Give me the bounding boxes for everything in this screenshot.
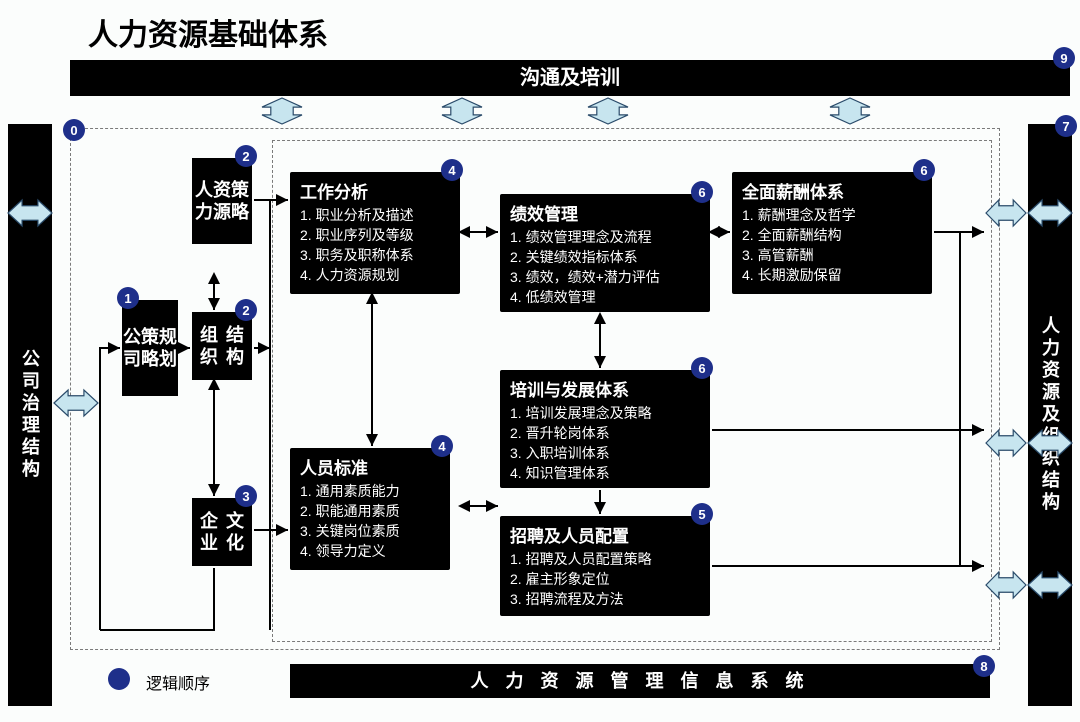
node-compensation: 全面薪酬体系1. 薪酬理念及哲学2. 全面薪酬结构3. 高管薪酬4. 长期激励保…	[732, 172, 932, 294]
box-item: 2. 关键绩效指标体系	[510, 247, 700, 267]
badge-plan: 1	[117, 287, 139, 309]
badge-job: 4	[441, 159, 463, 181]
box-item: 3. 职务及职称体系	[300, 245, 450, 265]
bottom-bar-label: 人 力 资 源 管 理 信 息 系 统	[470, 671, 809, 691]
box-title: 培训与发展体系	[510, 376, 700, 401]
box-item: 4. 领导力定义	[300, 541, 440, 561]
badge-train: 6	[691, 357, 713, 379]
left-bar: 公司治理结构	[8, 124, 52, 706]
box-item: 1. 绩效管理理念及流程	[510, 227, 700, 247]
badge-org: 2	[235, 299, 257, 321]
box-item: 3. 高管薪酬	[742, 245, 922, 265]
right-bar: 人力资源及组织结构	[1028, 124, 1072, 706]
badge-comp: 6	[913, 159, 935, 181]
badge-outer-8: 8	[973, 655, 995, 677]
node-performance: 绩效管理1. 绩效管理理念及流程2. 关键绩效指标体系3. 绩效，绩效+潜力评估…	[500, 194, 710, 312]
badge-outer-7: 7	[1055, 115, 1077, 137]
node-org-structure: 组织结构	[192, 312, 252, 380]
box-title: 招聘及人员配置	[510, 522, 700, 547]
box-item: 1. 薪酬理念及哲学	[742, 205, 922, 225]
box-item: 2. 全面薪酬结构	[742, 225, 922, 245]
box-item: 2. 晋升轮岗体系	[510, 423, 700, 443]
node-recruiting: 招聘及人员配置1. 招聘及人员配置策略2. 雇主形象定位3. 招聘流程及方法	[500, 516, 710, 616]
box-title: 人员标准	[300, 454, 440, 479]
badge-outer-9: 9	[1053, 47, 1075, 69]
box-item: 2. 职业序列及等级	[300, 225, 450, 245]
box-item: 2. 雇主形象定位	[510, 569, 700, 589]
box-title: 全面薪酬体系	[742, 178, 922, 203]
badge-std: 4	[431, 435, 453, 457]
badge-culture: 3	[235, 485, 257, 507]
badge-perf: 6	[691, 181, 713, 203]
legend-label: 逻辑顺序	[146, 670, 210, 694]
box-item: 4. 人力资源规划	[300, 265, 450, 285]
box-item: 3. 绩效，绩效+潜力评估	[510, 267, 700, 287]
box-item: 1. 培训发展理念及策略	[510, 403, 700, 423]
node-corp-culture: 企业文化	[192, 498, 252, 566]
box-item: 4. 长期激励保留	[742, 265, 922, 285]
box-item: 1. 通用素质能力	[300, 481, 440, 501]
box-item: 4. 知识管理体系	[510, 463, 700, 483]
node-hr-strategy: 人力资源策略	[192, 158, 252, 244]
page-title: 人力资源基础体系	[88, 10, 328, 54]
node-training: 培训与发展体系1. 培训发展理念及策略2. 晋升轮岗体系3. 入职培训体系4. …	[500, 370, 710, 488]
badge-outer-0: 0	[63, 119, 85, 141]
box-item: 3. 招聘流程及方法	[510, 589, 700, 609]
left-bar-label: 公司治理结构	[17, 349, 43, 481]
node-job-analysis: 工作分析1. 职业分析及描述2. 职业序列及等级3. 职务及职称体系4. 人力资…	[290, 172, 460, 294]
box-item: 4. 低绩效管理	[510, 287, 700, 307]
badge-hrstrat: 2	[235, 145, 257, 167]
node-people-standard: 人员标准1. 通用素质能力2. 职能通用素质3. 关键岗位素质4. 领导力定义	[290, 448, 450, 570]
top-bar: 沟通及培训	[70, 60, 1070, 96]
box-item: 3. 入职培训体系	[510, 443, 700, 463]
right-bar-label: 人力资源及组织结构	[1037, 316, 1063, 514]
box-item: 1. 招聘及人员配置策略	[510, 549, 700, 569]
box-item: 3. 关键岗位素质	[300, 521, 440, 541]
box-title: 绩效管理	[510, 200, 700, 225]
box-item: 1. 职业分析及描述	[300, 205, 450, 225]
box-title: 工作分析	[300, 178, 450, 203]
node-company-plan: 公司策略规划	[122, 300, 178, 396]
legend-dot-icon	[108, 668, 130, 690]
badge-recruit: 5	[691, 503, 713, 525]
top-bar-label: 沟通及培训	[520, 67, 620, 89]
bottom-bar: 人 力 资 源 管 理 信 息 系 统	[290, 664, 990, 698]
box-item: 2. 职能通用素质	[300, 501, 440, 521]
